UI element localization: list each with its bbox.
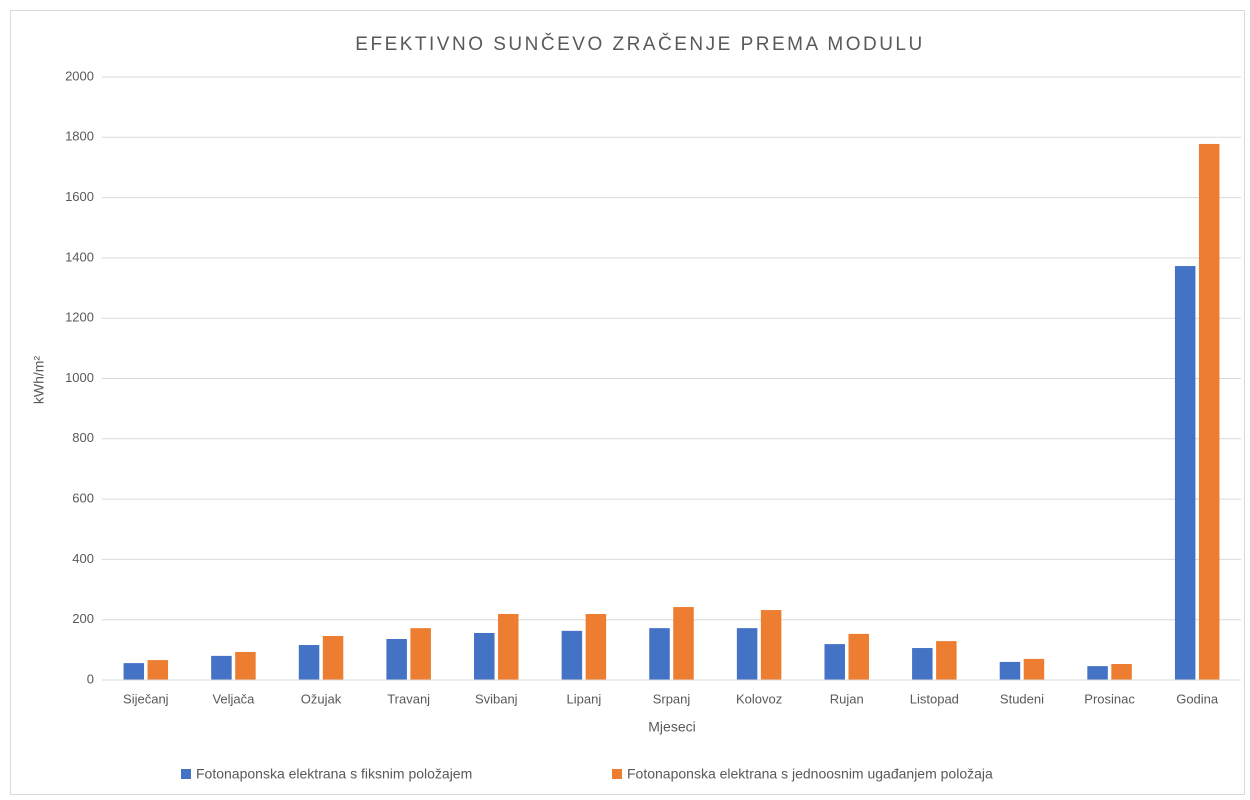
x-tick-label: Rujan (830, 691, 864, 706)
bar (999, 661, 1021, 680)
bar (1174, 266, 1196, 680)
y-tick-label: 1400 (65, 249, 94, 264)
bar (912, 648, 933, 680)
bar (386, 638, 407, 680)
bar (235, 651, 256, 680)
bar (211, 655, 232, 680)
y-tick-label: 0 (87, 671, 94, 686)
y-tick-label: 1200 (65, 310, 94, 325)
chart-border (10, 10, 1245, 795)
y-tick-label: 1800 (65, 129, 94, 144)
bar (848, 633, 869, 680)
y-axis-title: kWh/m² (31, 356, 47, 405)
y-tick-label: 2000 (65, 68, 94, 83)
x-tick-label: Veljača (212, 691, 255, 706)
bar (123, 663, 145, 680)
y-tick-label: 600 (72, 491, 94, 506)
x-tick-label: Lipanj (567, 691, 602, 706)
bar (736, 628, 758, 680)
bar (561, 630, 583, 680)
bar (1023, 658, 1045, 680)
y-tick-label: 800 (72, 430, 94, 445)
x-tick-label: Svibanj (475, 691, 518, 706)
bar (649, 628, 670, 680)
x-tick-label: Srpanj (653, 691, 691, 706)
x-tick-label: Godina (1176, 691, 1219, 706)
x-axis-title: Mjeseci (648, 719, 695, 735)
y-tick-label: 1000 (65, 370, 94, 385)
x-tick-label: Kolovoz (736, 691, 782, 706)
legend: Fotonaponska elektrana s fiksnim položaj… (181, 766, 993, 782)
legend-label: Fotonaponska elektrana s jednoosnim ugađ… (627, 766, 993, 782)
x-tick-label: Siječanj (123, 691, 169, 706)
bar (1198, 143, 1220, 681)
bar (673, 607, 694, 680)
bar (1111, 664, 1132, 680)
bar (760, 610, 782, 680)
bar (298, 645, 320, 680)
legend-swatch (181, 769, 191, 779)
legend-label: Fotonaponska elektrana s fiksnim položaj… (196, 766, 472, 782)
x-tick-label: Prosinac (1084, 691, 1135, 706)
x-tick-label: Ožujak (301, 691, 342, 706)
bar (322, 635, 344, 680)
bar (824, 644, 845, 680)
bar (474, 632, 495, 680)
bar (585, 613, 607, 680)
bar (410, 628, 431, 680)
bar (1087, 666, 1108, 680)
y-tick-label: 1600 (65, 189, 94, 204)
bar (147, 660, 169, 680)
chart-title: EFEKTIVNO SUNČEVO ZRAČENJE PREMA MODULU (355, 33, 924, 55)
y-tick-label: 400 (72, 551, 94, 566)
x-tick-label: Travanj (387, 691, 430, 706)
bar (498, 613, 519, 680)
legend-swatch (612, 769, 622, 779)
x-tick-label: Listopad (910, 691, 959, 706)
x-tick-label: Studeni (1000, 691, 1044, 706)
y-tick-label: 200 (72, 611, 94, 626)
bar (936, 641, 957, 680)
